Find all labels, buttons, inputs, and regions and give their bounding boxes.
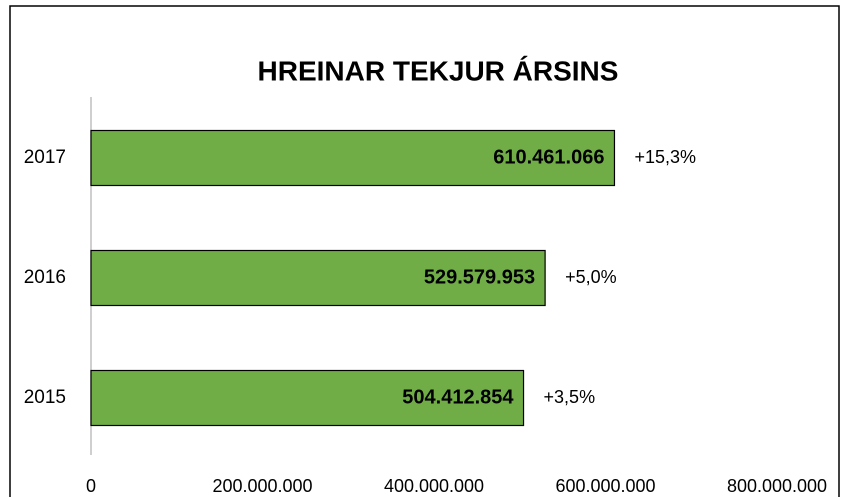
value-label: 504.412.854	[402, 386, 514, 408]
annotation: +5,0%	[565, 267, 617, 287]
chart-title: HREINAR TEKJUR ÁRSINS	[258, 55, 619, 86]
y-tick-label: 2017	[24, 147, 66, 168]
x-tick-label: 0	[86, 476, 96, 496]
x-tick-label: 400.000.000	[384, 476, 484, 496]
x-tick-label: 200.000.000	[212, 476, 312, 496]
x-tick-label: 600.000.000	[555, 476, 655, 496]
annotation: +15,3%	[634, 147, 696, 167]
value-label: 529.579.953	[424, 266, 535, 288]
bar	[90, 369, 525, 427]
bar	[90, 129, 616, 187]
annotation: +3,5%	[544, 387, 596, 407]
y-tick-label: 2015	[24, 387, 66, 408]
value-label: 610.461.066	[493, 146, 604, 168]
bar	[90, 249, 546, 307]
y-tick-label: 2016	[24, 267, 66, 288]
x-tick-label: 800.000.000	[727, 476, 827, 496]
